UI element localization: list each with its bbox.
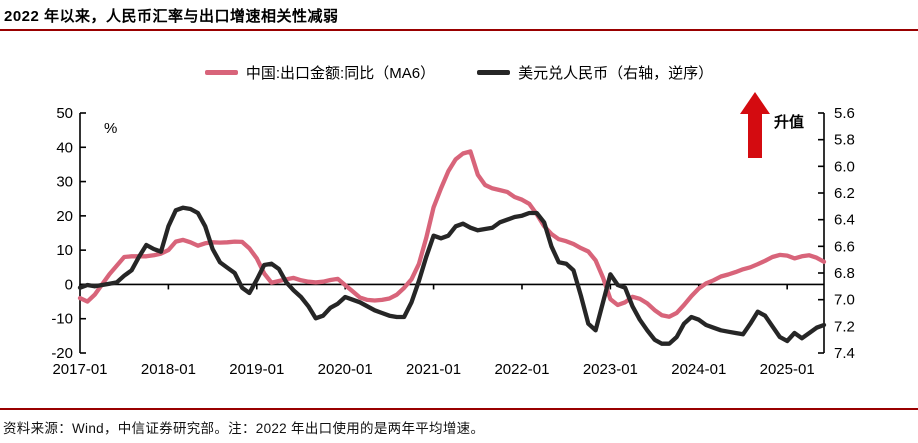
right-axis-labels: 5.6 5.8 6.0 6.2 6.4 6.6 6.8 7.0 7.2 7.4 [834,105,855,362]
right-tick-label: 6.0 [834,158,855,175]
right-tick-label: 7.2 [834,318,855,335]
x-tick-label: 2022-01 [494,361,549,378]
chart-legend: 中国:出口金额:同比（MA6） 美元兑人民币（右轴，逆序） [0,62,918,83]
left-tick-label: -20 [51,345,73,362]
x-tick-label: 2018-01 [141,361,196,378]
x-tick-label: 2021-01 [406,361,461,378]
right-tick-label: 6.6 [834,238,855,255]
left-tick-label: 40 [56,139,73,156]
x-tick-label: 2017-01 [52,361,107,378]
footer-divider [0,408,918,410]
left-tick-label: -10 [51,311,73,328]
legend-label-usdcny: 美元兑人民币（右轴，逆序） [518,65,714,82]
axes [79,112,825,354]
up-arrow-icon [740,92,770,158]
x-tick-label: 2023-01 [583,361,638,378]
figure-title: 2022 年以来，人民币汇率与出口增速相关性减弱 [4,8,339,25]
usdcny-line [77,205,827,346]
right-tick-label: 6.8 [834,265,855,282]
title-divider [0,29,918,31]
right-tick-label: 7.0 [834,292,855,309]
left-tick-label: 0 [65,276,73,293]
left-axis-labels: 50 40 30 20 10 0 -10 -20% [51,105,117,362]
x-tick-label: 2025-01 [760,361,815,378]
left-tick-label: 30 [56,174,73,191]
right-tick-label: 7.4 [834,345,855,362]
right-tick-label: 5.6 [834,105,855,122]
usdcny-line-swatch [477,70,511,75]
right-tick-label: 5.8 [834,132,855,149]
legend-label-export: 中国:出口金额:同比（MA6） [245,65,436,82]
left-tick-label: 50 [56,105,73,122]
source-note: 资料来源：Wind，中信证券研究部。注：2022 年出口使用的是两年平均增速。 [3,421,485,436]
percent-unit-label: % [104,120,117,137]
export-yoy-line [77,149,827,319]
appreciation-annotation: 升值 [740,92,804,158]
appreciation-label: 升值 [774,113,804,131]
x-axis-labels: 2017-01 2018-01 2019-01 2020-01 2021-01 2022-… [52,284,815,378]
right-tick-label: 6.2 [834,185,855,202]
legend-item-usdcny: 美元兑人民币（右轴，逆序） [477,62,713,83]
x-tick-label: 2024-01 [671,361,726,378]
x-tick-label: 2019-01 [229,361,284,378]
x-tick-label: 2020-01 [318,361,373,378]
left-tick-label: 20 [56,208,73,225]
right-tick-label: 6.4 [834,212,855,229]
legend-item-export: 中国:出口金额:同比（MA6） [204,62,436,83]
export-line-swatch [204,70,238,75]
left-tick-label: 10 [56,242,73,259]
